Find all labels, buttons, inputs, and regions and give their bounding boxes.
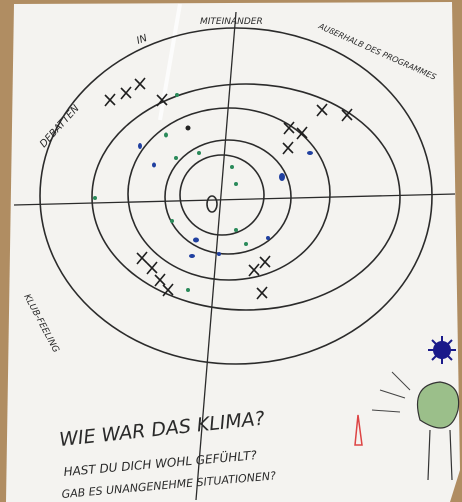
flipchart-photo: IN MITEINANDER AUßERHALB DES PROGRAMMES … (0, 0, 462, 502)
label-together: MITEINANDER (200, 17, 263, 27)
